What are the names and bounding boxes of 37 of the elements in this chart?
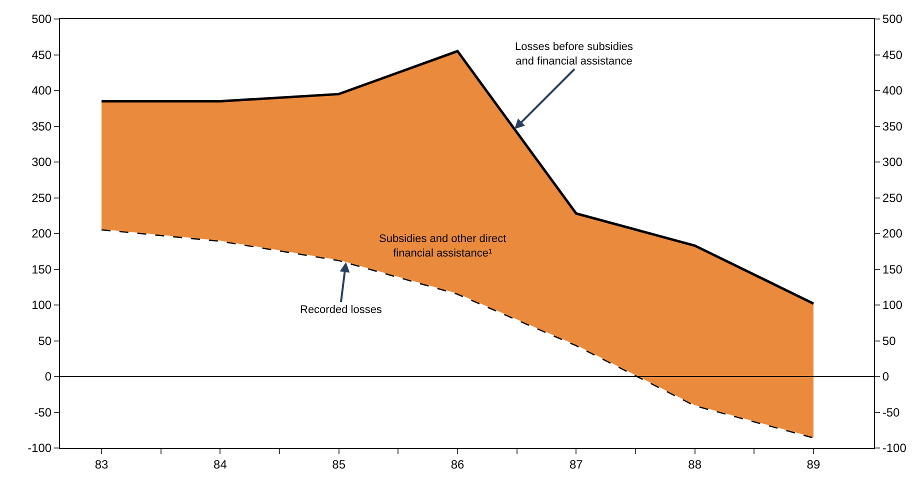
- y-tick-label: 100: [32, 298, 52, 312]
- y2-tick-label: 100: [882, 298, 903, 312]
- x-tick-label: 83: [94, 457, 109, 472]
- y-tick-label: 500: [32, 12, 52, 26]
- y-tick-label: 350: [32, 119, 52, 134]
- x-tick-label: 89: [806, 457, 820, 472]
- annotation: Losses before subsidies and financial assistance: [515, 41, 634, 68]
- y2-tick-label: -100: [882, 441, 907, 456]
- y-tick-label: 250: [32, 190, 52, 205]
- x-tick-label: 88: [688, 457, 702, 472]
- y-tick-label: 300: [32, 155, 52, 170]
- line-series: [100, 50, 815, 305]
- y2-tick-label: 150: [882, 262, 903, 276]
- y2-tick-label: 350: [882, 119, 903, 134]
- y-tick-label: 0: [44, 370, 52, 384]
- y-tick-label: 450: [32, 48, 52, 62]
- y2-tick-label: 400: [882, 84, 903, 98]
- y-tick-label: 200: [32, 226, 52, 241]
- y-tick-label: -100: [28, 441, 52, 456]
- y-tick-label: -50: [34, 405, 52, 420]
- y-tick-label: 50: [38, 334, 52, 348]
- x-tick-label: 86: [450, 457, 465, 472]
- y2-tick-label: 300: [882, 155, 903, 170]
- x-tick-label: 84: [214, 457, 228, 472]
- y2-tick-label: 500: [882, 12, 903, 26]
- y2-tick-label: 450: [882, 48, 903, 62]
- y-tick-label: 400: [32, 84, 52, 98]
- y2-tick-label: 200: [882, 226, 903, 241]
- annotation: Subsidies and other direct financial assistance¹: [379, 233, 506, 260]
- y2-tick-label: 0: [882, 370, 890, 384]
- y2-tick-label: 50: [882, 334, 896, 348]
- x-tick-label: 85: [332, 457, 346, 472]
- y-tick-label: 150: [32, 262, 52, 276]
- annotation: Recorded losses: [300, 304, 382, 316]
- y2-tick-label: 250: [882, 190, 903, 205]
- y2-tick-label: -50: [882, 405, 900, 420]
- x-tick-label: 87: [569, 457, 584, 472]
